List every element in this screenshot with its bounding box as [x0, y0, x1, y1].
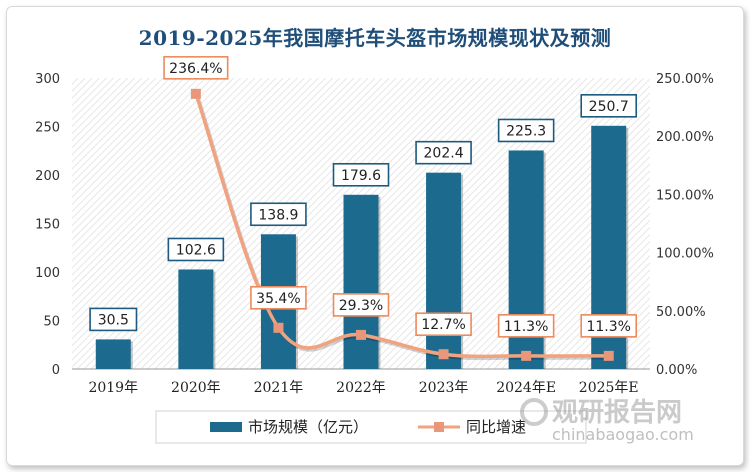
growth-data-label: 29.3% — [332, 293, 390, 317]
growth-marker — [190, 88, 201, 99]
legend: 市场规模（亿元） 同比增速 — [155, 410, 587, 444]
growth-data-label-box — [163, 56, 229, 80]
growth-data-label-text: 11.3% — [504, 319, 548, 335]
watermark-url: chinabaogao.com — [552, 425, 694, 444]
bar-data-label: 138.9 — [250, 202, 307, 227]
watermark-icon — [520, 398, 548, 426]
growth-data-label-text: 12.7% — [421, 317, 465, 333]
x-tick-label: 2025年E — [579, 380, 639, 396]
bar-data-label-text: 225.3 — [506, 123, 546, 139]
bar-data-label-text: 179.6 — [341, 168, 381, 184]
x-tick-label: 2021年 — [254, 380, 304, 396]
growth-data-label-text: 11.3% — [586, 319, 630, 335]
growth-marker — [438, 349, 449, 360]
growth-data-label-box — [250, 285, 307, 310]
x-tick-label: 2023年 — [419, 380, 469, 396]
growth-marker — [356, 329, 366, 340]
growth-data-label-box — [332, 293, 390, 317]
legend-bar-swatch — [210, 422, 242, 432]
chart-title: 2019-2025年我国摩托车头盔市场规模现状及预测 — [138, 26, 612, 50]
bar — [426, 172, 462, 369]
bar-data-label-box — [332, 162, 390, 187]
growth-data-label-text: 29.3% — [339, 298, 383, 314]
y-left-tick-label: 300 — [35, 72, 60, 87]
y-right-tick-label: 250.00% — [656, 72, 714, 87]
bar-data-label-text: 202.4 — [424, 146, 464, 162]
bar-data-label: 202.4 — [415, 140, 472, 165]
bar — [178, 269, 214, 369]
legend-line-marker — [434, 422, 444, 432]
y-left-tick-label: 150 — [35, 218, 60, 233]
bar-data-label-text: 138.9 — [258, 207, 298, 223]
y-left-tick-label: 0 — [52, 363, 60, 378]
growth-marker — [521, 350, 532, 361]
bar-data-label-box — [497, 118, 555, 143]
growth-data-label: 35.4% — [250, 285, 307, 310]
x-tick-label: 2022年 — [336, 380, 386, 396]
growth-data-label-box — [497, 314, 555, 338]
growth-marker — [273, 322, 284, 333]
growth-data-label: 11.3% — [580, 314, 638, 338]
growth-data-label: 236.4% — [163, 56, 229, 80]
bar-data-label-text: 250.7 — [589, 99, 629, 115]
bar-data-label: 102.6 — [167, 237, 225, 262]
watermark-brand: 观研报告网 — [552, 397, 682, 428]
bar-data-label: 30.5 — [89, 307, 138, 332]
x-tick-label: 2024年E — [496, 380, 556, 396]
bar-data-label-text: 30.5 — [98, 312, 129, 328]
y-left-tick-label: 250 — [35, 121, 60, 136]
bar-data-label: 250.7 — [580, 94, 638, 118]
growth-data-label-text: 236.4% — [169, 61, 222, 77]
growth-data-label-box — [580, 314, 638, 338]
bar — [95, 339, 131, 369]
y-right-tick-label: 100.00% — [656, 247, 714, 262]
bar-data-label-box — [89, 307, 138, 332]
bar-data-label: 179.6 — [332, 162, 390, 187]
y-right-tick-label: 150.00% — [656, 188, 714, 203]
bar — [343, 194, 379, 369]
growth-data-label-box — [415, 312, 472, 337]
growth-data-label-text: 35.4% — [256, 291, 300, 307]
bar-data-label-box — [580, 94, 638, 118]
bar-data-label: 225.3 — [497, 118, 555, 143]
bar-data-label-box — [167, 237, 225, 262]
x-tick-label: 2020年 — [171, 380, 221, 396]
legend-bar-label: 市场规模（亿元） — [248, 418, 368, 436]
legend-line-label: 同比增速 — [466, 418, 526, 436]
growth-marker — [603, 350, 614, 361]
y-right-tick-label: 200.00% — [656, 130, 714, 145]
bar-data-label-box — [250, 202, 307, 227]
bar-data-label-box — [415, 140, 472, 165]
x-tick-label: 2019年 — [88, 380, 138, 396]
growth-data-label: 11.3% — [497, 314, 555, 338]
y-right-tick-label: 50.00% — [656, 305, 706, 320]
bar-data-label-text: 102.6 — [176, 242, 216, 258]
y-left-tick-label: 100 — [35, 266, 60, 281]
y-left-tick-label: 50 — [43, 315, 60, 330]
growth-data-label: 12.7% — [415, 312, 472, 337]
y-left-tick-label: 200 — [35, 169, 60, 184]
y-right-tick-label: 0.00% — [656, 363, 697, 378]
